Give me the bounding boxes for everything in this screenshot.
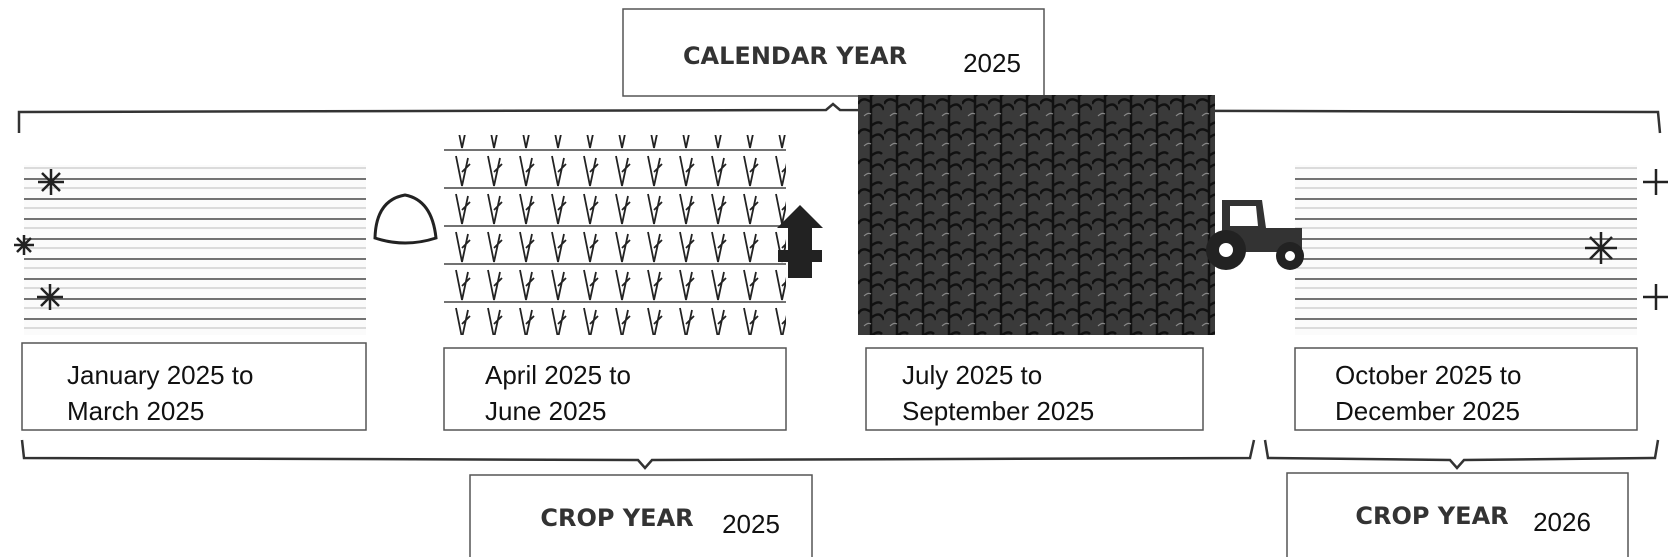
crop-year-brace	[22, 440, 1254, 468]
period-label: April 2025 to	[485, 360, 631, 390]
calendar-brace	[19, 104, 1660, 133]
period-label: October 2025 to	[1335, 360, 1521, 390]
calendar-year-label: CALENDAR YEAR	[683, 42, 907, 70]
crop-year-label: CROP YEAR	[540, 504, 693, 532]
winter-field	[24, 165, 366, 335]
crop-year-value: 2026	[1533, 507, 1591, 537]
period-label: June 2025	[485, 396, 606, 426]
period-label: September 2025	[902, 396, 1094, 426]
crop-year-label: CROP YEAR	[1355, 502, 1508, 530]
calendar-year-value: 2025	[963, 48, 1021, 78]
tractor-icon	[1206, 200, 1304, 270]
young-crop-field	[444, 135, 786, 335]
crop-calendar-diagram: CALENDAR YEAR 2025 January 2025 to March…	[0, 0, 1670, 557]
period-label: December 2025	[1335, 396, 1520, 426]
page: CALENDAR YEAR 2025 January 2025 to March…	[0, 0, 1670, 557]
period-label: January 2025 to	[67, 360, 253, 390]
seed-icon	[375, 195, 436, 243]
crop-year-value: 2025	[722, 509, 780, 539]
mature-corn-field	[858, 95, 1215, 335]
harvested-field	[1295, 165, 1637, 335]
period-label: July 2025 to	[902, 360, 1042, 390]
period-label: March 2025	[67, 396, 204, 426]
crop-year-brace	[1265, 440, 1658, 468]
